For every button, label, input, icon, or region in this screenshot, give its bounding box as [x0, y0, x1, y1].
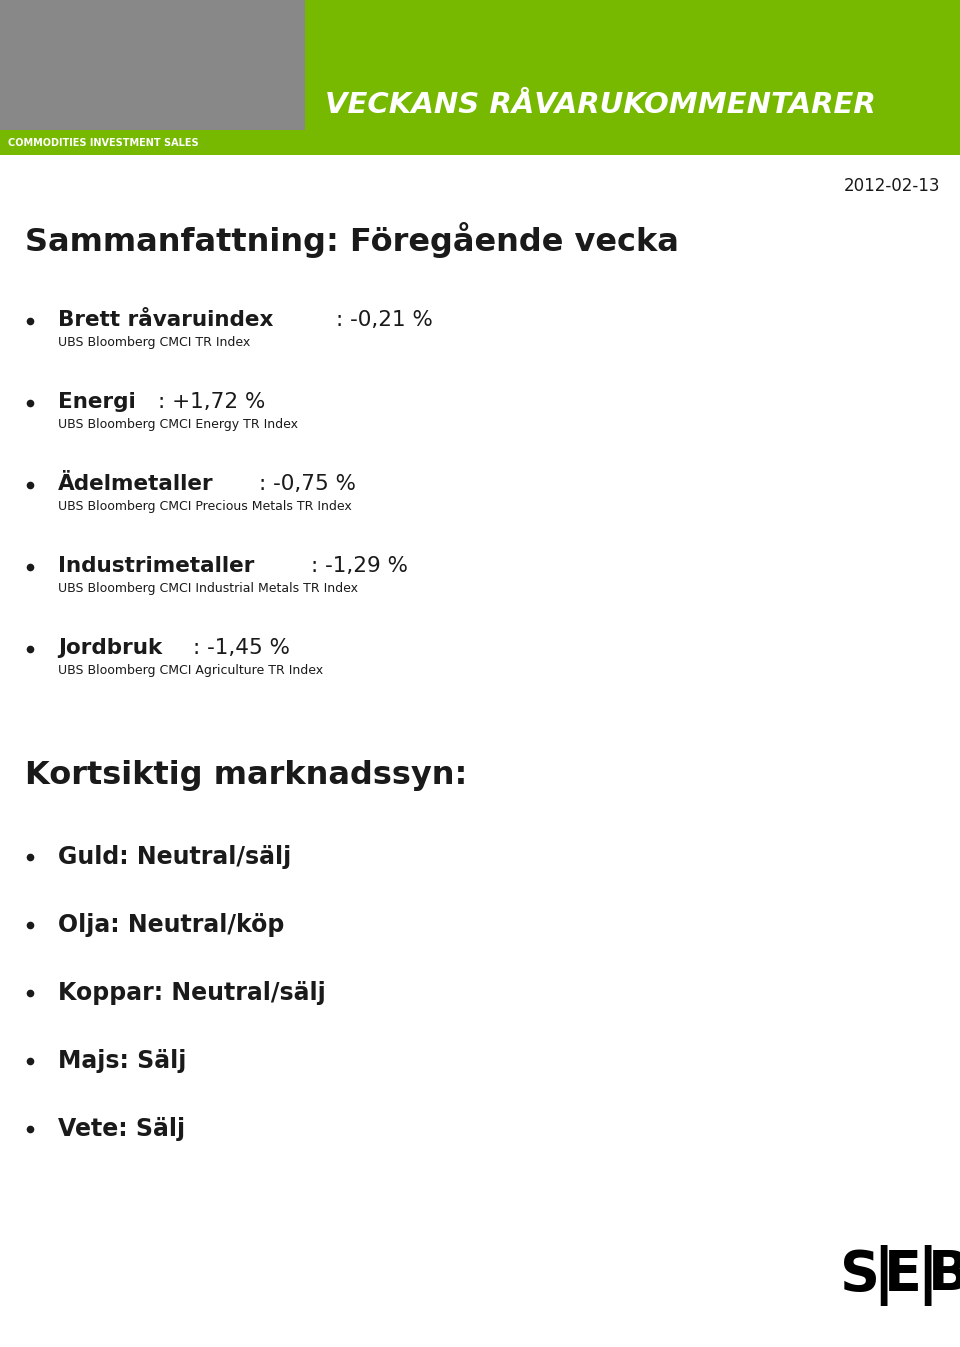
Text: : -1,45 %: : -1,45 % — [193, 638, 290, 657]
Text: Ädelmetaller: Ädelmetaller — [58, 474, 214, 494]
Text: |: | — [916, 1245, 938, 1305]
Text: B: B — [928, 1249, 960, 1303]
Text: : -1,29 %: : -1,29 % — [311, 556, 408, 577]
Text: Energi: Energi — [58, 392, 135, 412]
Bar — [0, 131, 305, 155]
Text: UBS Bloomberg CMCI Energy TR Index: UBS Bloomberg CMCI Energy TR Index — [58, 418, 298, 431]
Text: Olja: Neutral/köp: Olja: Neutral/köp — [58, 913, 284, 938]
Text: UBS Bloomberg CMCI Industrial Metals TR Index: UBS Bloomberg CMCI Industrial Metals TR … — [58, 582, 358, 595]
Text: Jordbruk: Jordbruk — [58, 638, 162, 657]
Text: |: | — [872, 1245, 895, 1305]
Text: 2012-02-13: 2012-02-13 — [844, 176, 940, 195]
Text: UBS Bloomberg CMCI TR Index: UBS Bloomberg CMCI TR Index — [58, 335, 251, 349]
Bar — [0, 0, 305, 131]
Text: S: S — [840, 1249, 880, 1303]
Text: Sammanfattning: Föregående vecka: Sammanfattning: Föregående vecka — [25, 222, 679, 259]
Text: : +1,72 %: : +1,72 % — [158, 392, 266, 412]
Text: : -0,21 %: : -0,21 % — [336, 310, 433, 330]
Text: E: E — [884, 1249, 922, 1303]
Text: Industrimetaller: Industrimetaller — [58, 556, 254, 577]
Text: Kortsiktig marknadssyn:: Kortsiktig marknadssyn: — [25, 760, 468, 791]
Text: Majs: Sälj: Majs: Sälj — [58, 1049, 186, 1074]
Text: Brett råvaruindex: Brett råvaruindex — [58, 310, 274, 330]
Text: : -0,75 %: : -0,75 % — [259, 474, 356, 494]
Text: UBS Bloomberg CMCI Agriculture TR Index: UBS Bloomberg CMCI Agriculture TR Index — [58, 664, 324, 678]
Text: COMMODITIES INVESTMENT SALES: COMMODITIES INVESTMENT SALES — [8, 137, 199, 148]
Text: UBS Bloomberg CMCI Precious Metals TR Index: UBS Bloomberg CMCI Precious Metals TR In… — [58, 500, 351, 513]
Text: VECKANS RÅVARUKOMMENTARER: VECKANS RÅVARUKOMMENTARER — [325, 92, 876, 120]
Text: Koppar: Neutral/sälj: Koppar: Neutral/sälj — [58, 981, 325, 1005]
Bar — [305, 0, 960, 155]
Text: Vete: Sälj: Vete: Sälj — [58, 1117, 185, 1141]
Text: Guld: Neutral/sälj: Guld: Neutral/sälj — [58, 845, 291, 869]
